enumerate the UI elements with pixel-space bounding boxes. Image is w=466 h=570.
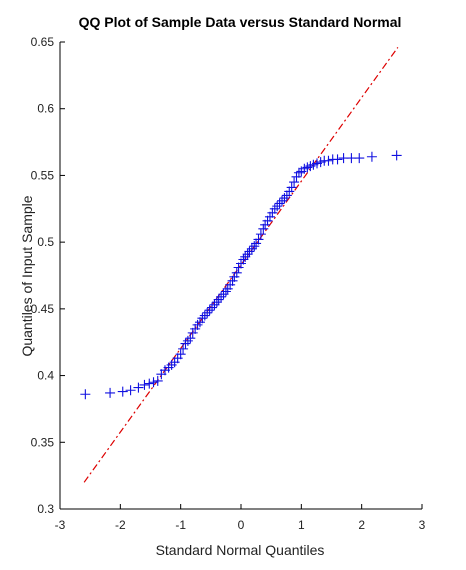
y-axis-ticks: 0.3 0.35 0.4 0.45 0.5 0.55 0.6 0.65 [31, 35, 65, 516]
data-point [332, 154, 343, 165]
data-point [152, 375, 163, 386]
data-point [213, 294, 224, 305]
data-point [192, 319, 203, 330]
x-axis-label: Standard Normal Quantiles [156, 542, 325, 558]
data-point [207, 302, 218, 313]
data-point [354, 153, 365, 164]
data-point [244, 246, 255, 257]
data-point [238, 254, 249, 265]
data-point [277, 195, 288, 206]
data-point [242, 249, 253, 260]
data-point [218, 289, 229, 300]
data-point [225, 279, 236, 290]
data-point [240, 251, 251, 262]
data-point [202, 307, 213, 318]
y-tick-label: 0.6 [37, 102, 54, 116]
data-point [180, 338, 191, 349]
data-point [182, 335, 193, 346]
data-point [246, 243, 257, 254]
plot-area [59, 42, 422, 510]
x-tick-label: -2 [115, 518, 126, 532]
y-tick-label: 0.55 [31, 168, 55, 182]
data-point [253, 234, 264, 245]
data-point [293, 167, 304, 178]
data-point [222, 283, 233, 294]
data-point [139, 379, 150, 390]
data-point [260, 219, 271, 230]
y-tick-label: 0.65 [31, 35, 55, 49]
data-point [236, 258, 246, 269]
data-point [178, 343, 189, 354]
data-point [175, 349, 186, 360]
data-point [279, 193, 290, 204]
data-point [323, 155, 334, 166]
y-tick-label: 0.45 [31, 302, 55, 316]
data-point [391, 150, 402, 161]
y-tick-label: 0.4 [37, 369, 54, 383]
data-point [227, 275, 238, 286]
x-tick-label: 0 [238, 518, 245, 532]
data-point [284, 186, 295, 197]
data-point [211, 297, 222, 308]
chart-title: QQ Plot of Sample Data versus Standard N… [79, 14, 402, 30]
data-point [197, 313, 208, 324]
x-tick-label: 2 [358, 518, 365, 532]
reference-line-group [83, 46, 399, 483]
data-point [249, 241, 260, 252]
data-point [281, 190, 292, 201]
x-tick-label: -1 [175, 518, 186, 532]
data-point [286, 182, 297, 193]
data-point [125, 385, 136, 396]
data-point [133, 382, 144, 393]
y-axis-label: Quantiles of Input Sample [19, 195, 35, 356]
x-axis-ticks: -3 -2 -1 0 1 2 3 [55, 504, 426, 532]
data-point [199, 310, 210, 321]
data-point [255, 229, 266, 240]
data-point [117, 386, 128, 397]
data-point [272, 201, 283, 212]
plot-background [60, 42, 422, 509]
data-point [231, 267, 242, 278]
y-tick-label: 0.3 [37, 502, 54, 516]
data-point [190, 323, 201, 334]
data-point [220, 286, 231, 297]
data-points [80, 150, 402, 400]
data-point [209, 299, 220, 310]
data-point [80, 389, 91, 400]
data-point [204, 305, 215, 316]
data-point [148, 377, 159, 388]
data-point [187, 327, 198, 338]
data-point [291, 171, 302, 182]
data-point [185, 333, 196, 344]
data-point [233, 262, 244, 273]
data-point [264, 211, 275, 222]
data-point [274, 198, 285, 209]
data-point [258, 223, 269, 234]
data-point [269, 203, 280, 214]
data-point [144, 378, 155, 389]
x-tick-label: -3 [55, 518, 66, 532]
data-point [229, 271, 240, 282]
y-tick-label: 0.5 [37, 235, 54, 249]
x-tick-label: 1 [298, 518, 305, 532]
data-point [267, 207, 278, 218]
data-point [216, 291, 227, 302]
data-point [194, 317, 205, 328]
data-point [366, 151, 377, 162]
reference-line [83, 46, 399, 483]
data-point [251, 238, 262, 249]
data-point [289, 177, 300, 188]
y-tick-label: 0.35 [31, 435, 55, 449]
data-point [262, 215, 273, 226]
data-point [105, 387, 116, 398]
x-tick-label: 3 [419, 518, 426, 532]
